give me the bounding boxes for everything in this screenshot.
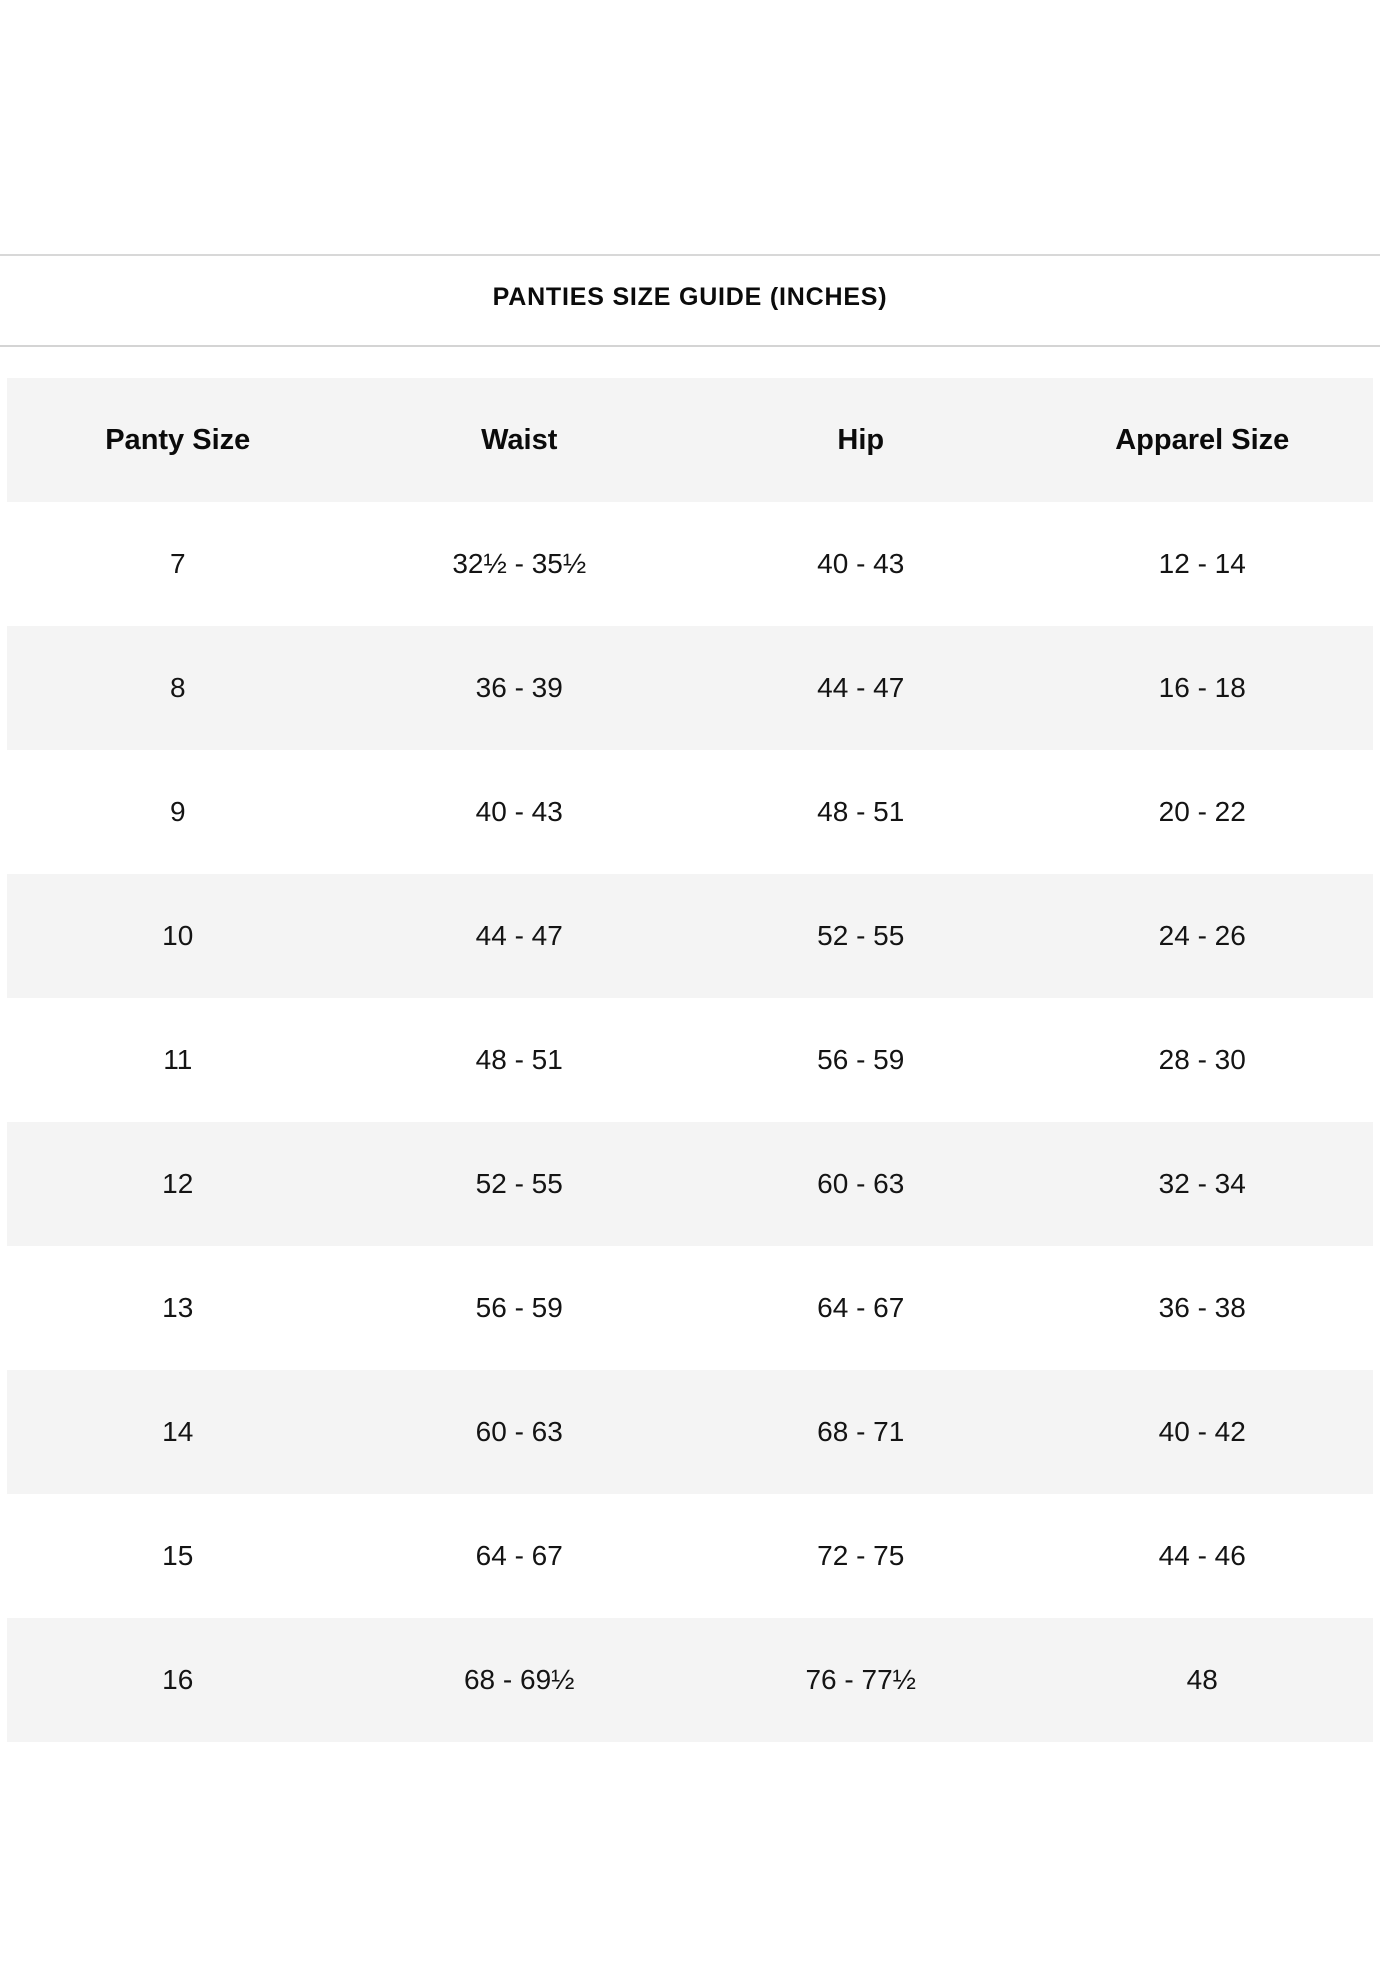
table-cell-hip: 68 - 71 <box>817 1416 905 1447</box>
table-header-row: Panty Size Waist Hip Apparel Size <box>7 378 1373 502</box>
table-row: 9 40 - 43 48 - 51 20 - 22 <box>7 750 1373 874</box>
table-row: 14 60 - 63 68 - 71 40 - 42 <box>7 1370 1373 1494</box>
table-cell-apparel-size: 44 - 46 <box>1158 1540 1246 1571</box>
table-cell-hip: 48 - 51 <box>817 796 905 827</box>
table-cell-apparel-size: 40 - 42 <box>1158 1416 1246 1447</box>
top-spacer <box>0 0 1380 254</box>
table-cell-apparel-size: 32 - 34 <box>1158 1168 1246 1199</box>
header-cell-apparel-size: Apparel Size <box>1115 423 1290 456</box>
table-cell-apparel-size: 24 - 26 <box>1158 920 1246 951</box>
table-cell-waist: 60 - 63 <box>475 1416 563 1447</box>
table-cell-hip: 44 - 47 <box>817 672 905 703</box>
table-cell-waist: 40 - 43 <box>475 796 563 827</box>
table-cell-hip: 72 - 75 <box>817 1540 905 1571</box>
top-divider <box>0 254 1380 256</box>
table-cell-apparel-size: 20 - 22 <box>1158 796 1246 827</box>
table-row: 13 56 - 59 64 - 67 36 - 38 <box>7 1246 1373 1370</box>
table-cell-panty-size: 9 <box>169 796 186 827</box>
table-cell-waist: 52 - 55 <box>475 1168 563 1199</box>
table-cell-waist: 56 - 59 <box>475 1292 563 1323</box>
table-cell-panty-size: 16 <box>162 1664 194 1695</box>
table-cell-panty-size: 11 <box>163 1044 193 1075</box>
table-cell-apparel-size: 16 - 18 <box>1158 672 1246 703</box>
table-top-gap <box>0 347 1380 378</box>
size-guide-title: PANTIES SIZE GUIDE (INCHES) <box>492 283 888 311</box>
table-row: 12 52 - 55 60 - 63 32 - 34 <box>7 1122 1373 1246</box>
table-row: 11 48 - 51 56 - 59 28 - 30 <box>7 998 1373 1122</box>
size-guide-page: PANTIES SIZE GUIDE (INCHES) Panty Size W… <box>0 0 1380 1742</box>
table-cell-apparel-size: 48 <box>1186 1664 1218 1695</box>
title-section: PANTIES SIZE GUIDE (INCHES) <box>0 256 1380 345</box>
header-cell-hip: Hip <box>837 423 885 456</box>
table-cell-apparel-size: 12 - 14 <box>1158 548 1246 579</box>
table-row: 15 64 - 67 72 - 75 44 - 46 <box>7 1494 1373 1618</box>
table-cell-waist: 32½ - 35½ <box>452 548 587 579</box>
table-cell-waist: 64 - 67 <box>475 1540 563 1571</box>
table-cell-waist: 36 - 39 <box>475 672 563 703</box>
table-cell-apparel-size: 28 - 30 <box>1158 1044 1246 1075</box>
table-row: 8 36 - 39 44 - 47 16 - 18 <box>7 626 1373 750</box>
table-cell-panty-size: 10 <box>162 920 194 951</box>
table-cell-panty-size: 15 <box>162 1540 194 1571</box>
table-cell-hip: 52 - 55 <box>817 920 905 951</box>
table-cell-panty-size: 14 <box>162 1416 194 1447</box>
table-cell-waist: 48 - 51 <box>475 1044 563 1075</box>
header-cell-waist: Waist <box>481 423 558 456</box>
header-cell-panty-size: Panty Size <box>105 423 251 456</box>
table-row: 16 68 - 69½ 76 - 77½ 48 <box>7 1618 1373 1742</box>
title-bottom-divider <box>0 345 1380 347</box>
panties-size-table: Panty Size Waist Hip Apparel Size 7 32½ … <box>7 378 1373 1742</box>
table-cell-waist: 44 - 47 <box>475 920 563 951</box>
table-cell-apparel-size: 36 - 38 <box>1158 1292 1246 1323</box>
table-cell-hip: 56 - 59 <box>817 1044 905 1075</box>
table-cell-panty-size: 12 <box>162 1168 194 1199</box>
table-cell-panty-size: 8 <box>169 672 186 703</box>
table-cell-hip: 64 - 67 <box>817 1292 905 1323</box>
table-cell-hip: 40 - 43 <box>817 548 905 579</box>
table-cell-hip: 76 - 77½ <box>805 1664 917 1695</box>
table-cell-waist: 68 - 69½ <box>463 1664 575 1695</box>
table-cell-hip: 60 - 63 <box>817 1168 905 1199</box>
table-cell-panty-size: 13 <box>162 1292 194 1323</box>
table-row: 10 44 - 47 52 - 55 24 - 26 <box>7 874 1373 998</box>
table-cell-panty-size: 7 <box>169 548 186 579</box>
table-row: 7 32½ - 35½ 40 - 43 12 - 14 <box>7 502 1373 626</box>
